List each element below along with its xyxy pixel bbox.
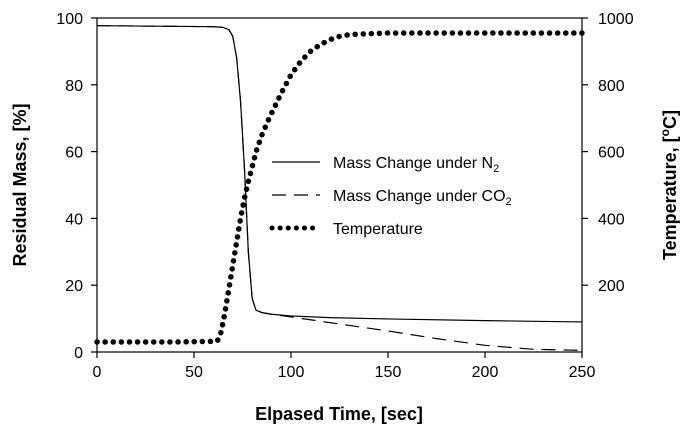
legend-label-co2-text: Mass Change under CO [333, 188, 506, 205]
series-layer [94, 25, 585, 351]
x-tick-label: 150 [375, 364, 402, 381]
legend: Mass Change under N2 Mass Change under C… [269, 155, 512, 238]
legend-label-temperature: Temperature [333, 221, 423, 238]
legend-label-n2-text: Mass Change under N [333, 155, 493, 172]
legend-label-n2-sub: 2 [493, 163, 499, 175]
x-tick-label: 250 [569, 364, 596, 381]
legend-label-n2: Mass Change under N2 [333, 155, 499, 175]
x-tick-label: 200 [472, 364, 499, 381]
legend-label-co2-sub: 2 [506, 196, 512, 208]
plot-frame [96, 17, 583, 353]
y-right-tick-label: 800 [598, 78, 625, 95]
axes-layer [96, 17, 583, 353]
y-left-tick-label: 80 [65, 78, 83, 95]
series-line-1 [96, 25, 583, 351]
y-right-axis-title: Temperature, [oC] [658, 110, 680, 260]
y-right-tick-label: 600 [598, 145, 625, 162]
legend-label-co2: Mass Change under CO2 [333, 188, 512, 208]
y-right-title-sup: o [658, 129, 672, 136]
y-left-tick-label: 60 [65, 145, 83, 162]
x-tick-label: 100 [278, 364, 305, 381]
ticks-layer: 0 50 100 150 200 250 0 20 40 60 80 100 200 400 600 800 1… [56, 11, 633, 381]
y-right-tick-label: 1000 [598, 11, 634, 28]
y-right-tick-label: 400 [598, 211, 625, 228]
y-left-tick-label: 100 [56, 11, 83, 28]
x-axis-title: Elpased Time, [sec] [255, 404, 423, 424]
y-left-tick-label: 0 [74, 345, 83, 362]
series-line-0 [96, 25, 583, 323]
y-left-tick-label: 20 [65, 278, 83, 295]
series-line-2 [94, 30, 585, 345]
y-left-tick-label: 40 [65, 211, 83, 228]
y-right-tick-label: 200 [598, 278, 625, 295]
y-right-title-tail: C] [660, 110, 680, 129]
y-left-axis-title: Residual Mass, [%] [10, 103, 30, 266]
y-right-title-text: Temperature, [ [660, 136, 680, 260]
x-tick-label: 0 [93, 364, 102, 381]
x-tick-label: 50 [185, 364, 203, 381]
